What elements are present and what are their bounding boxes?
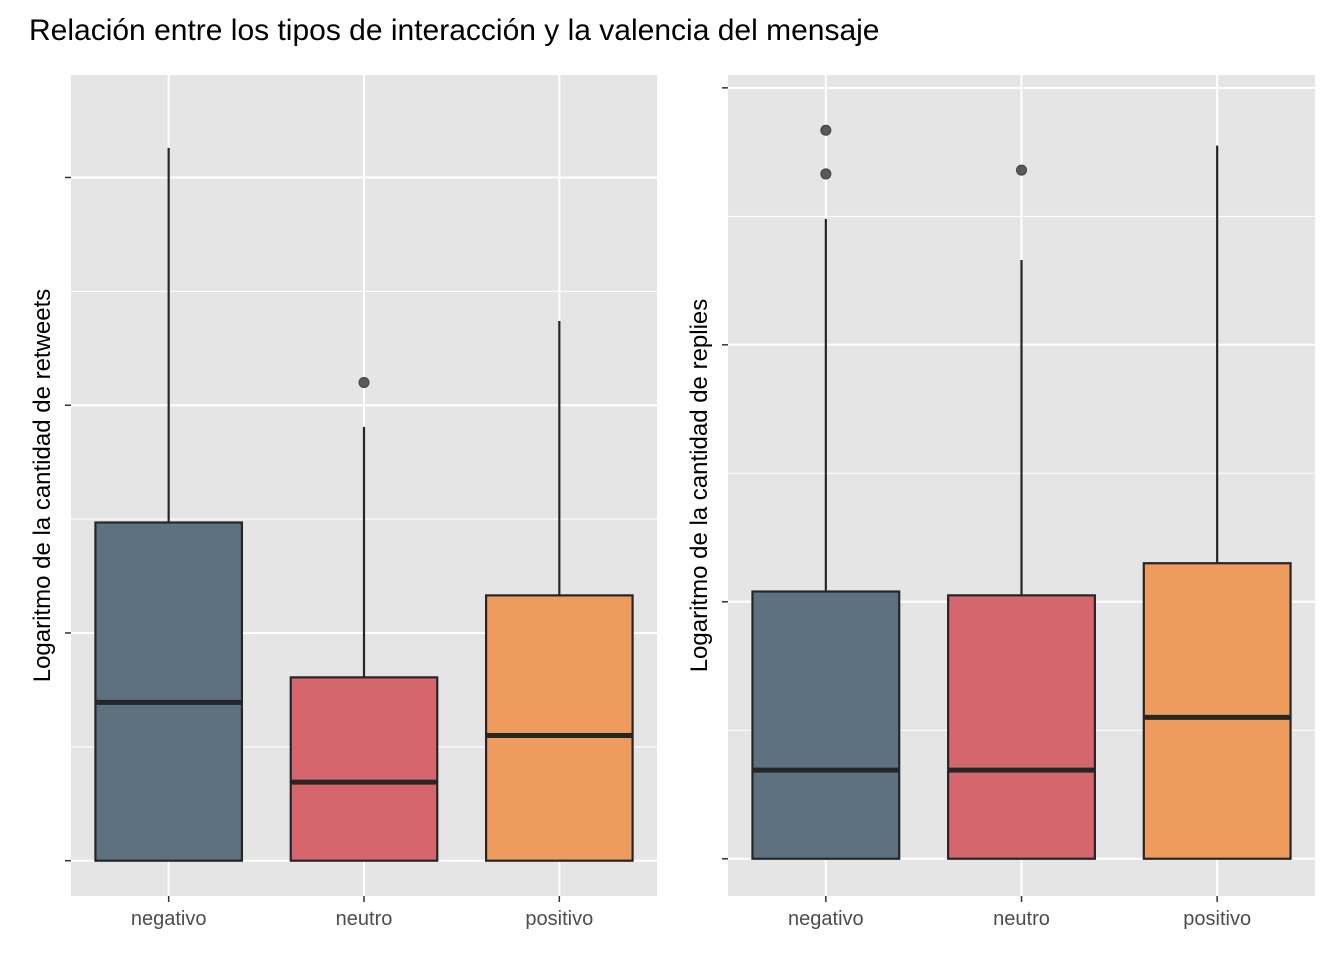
box-positivo bbox=[484, 594, 634, 862]
outlier-neutro bbox=[1016, 164, 1027, 176]
x-tick-label: positivo bbox=[525, 908, 593, 930]
box-negativo bbox=[751, 590, 901, 860]
replies-panel: negativo neutro positivo Logaritmo de la ca… bbox=[686, 75, 1315, 930]
outlier-negativo bbox=[820, 124, 832, 136]
box-negativo bbox=[94, 521, 244, 862]
x-tick-label: neutro bbox=[993, 908, 1050, 930]
x-tick-label: positivo bbox=[1183, 908, 1251, 930]
box-neutro bbox=[289, 676, 439, 862]
x-tick-label: negativo bbox=[788, 908, 864, 930]
y-axis-label: Logaritmo de la cantidad de replies bbox=[686, 299, 713, 673]
outlier-neutro bbox=[358, 376, 370, 388]
x-tick-label: negativo bbox=[131, 908, 207, 930]
x-tick-label: neutro bbox=[336, 908, 393, 930]
box-neutro bbox=[947, 594, 1096, 860]
outlier-negativo bbox=[820, 168, 832, 180]
retweets-panel: negativo neutro positivo Logaritmo de la ca… bbox=[29, 75, 657, 930]
box-positivo bbox=[1142, 562, 1292, 860]
y-axis-label: Logaritmo de la cantidad de retweets bbox=[29, 289, 56, 683]
chart-title: Relación entre los tipos de interacción … bbox=[29, 14, 879, 47]
